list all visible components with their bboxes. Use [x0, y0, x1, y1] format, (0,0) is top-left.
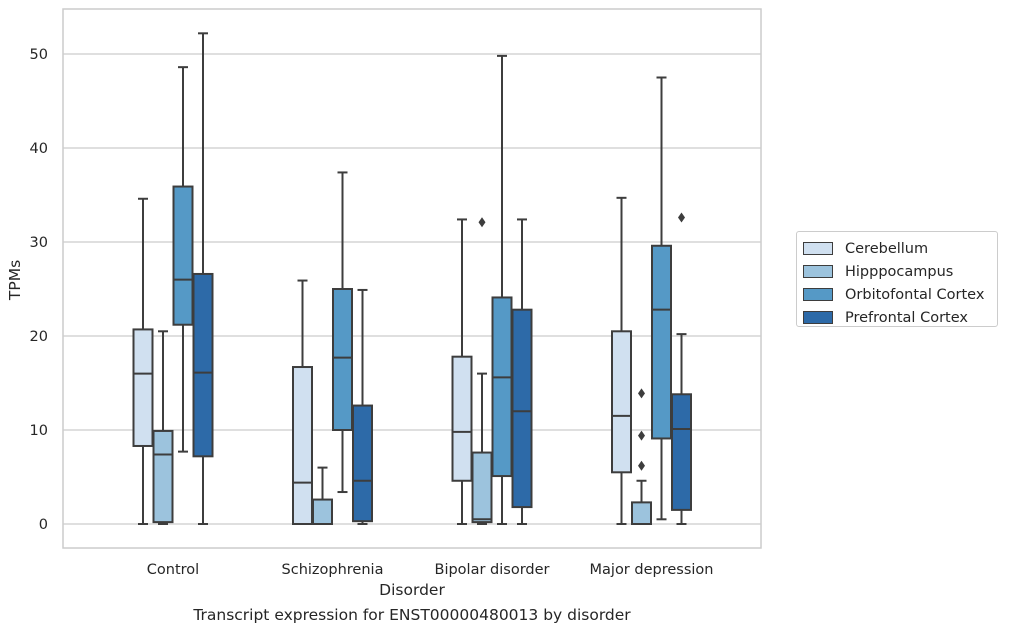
box-iqr: [312, 498, 333, 525]
box-iqr: [651, 244, 672, 440]
y-axis-label: TPMs: [6, 260, 24, 301]
box-control-hipppocampus: [152, 330, 174, 525]
box-iqr: [471, 451, 493, 524]
box-schizophrenia-prefrontal-cortex: [352, 288, 373, 525]
legend-swatch: [803, 311, 833, 324]
outlier-point: [478, 217, 486, 228]
box-major-depression-hipppocampus: [631, 388, 652, 526]
legend-swatch: [803, 288, 833, 301]
box-control-cerebellum: [132, 197, 154, 525]
legend-item: Cerebellum: [803, 237, 997, 260]
legend-label: Cerebellum: [845, 240, 929, 257]
x-axis-label: Disorder: [379, 581, 445, 599]
box-major-depression-prefrontal-cortex: [671, 212, 692, 525]
x-axis-ticks: Control Schizophrenia Bipolar disorder Majo…: [147, 562, 714, 578]
box-schizophrenia-hipppocampus: [312, 466, 333, 525]
y-axis-ticks: 0 10 20 30 40 50: [30, 47, 48, 533]
box-iqr: [611, 330, 632, 474]
box-major-depression-cerebellum: [611, 196, 632, 525]
legend: Cerebellum Hipppocampus Orbitofontal Corte…: [796, 231, 998, 327]
box-iqr: [152, 429, 174, 524]
box-major-depression-orbitofontal-cortex: [651, 76, 672, 521]
legend-item: Prefrontal Cortex: [803, 306, 997, 329]
box-control-orbitofontal-cortex: [172, 66, 194, 453]
box-iqr: [671, 393, 692, 511]
box-schizophrenia-orbitofontal-cortex: [332, 171, 353, 494]
outlier-point: [638, 430, 645, 441]
chart-caption: Transcript expression for ENST0000048001…: [193, 606, 631, 624]
box-iqr: [292, 366, 313, 525]
legend-swatch: [803, 242, 833, 255]
y-tick-label: 40: [30, 141, 48, 157]
outlier-point: [638, 388, 645, 399]
y-tick-label: 0: [39, 517, 48, 533]
legend-label: Prefrontal Cortex: [845, 309, 968, 326]
y-tick-label: 50: [30, 47, 48, 63]
legend-label: Hipppocampus: [845, 263, 954, 280]
y-tick-label: 10: [30, 423, 48, 439]
box-bipolar-disorder-orbitofontal-cortex: [491, 54, 513, 525]
box-iqr: [352, 404, 373, 523]
outlier-point: [678, 212, 685, 223]
box-iqr: [172, 185, 194, 326]
box-iqr: [631, 501, 652, 526]
x-tick-label: Bipolar disorder: [435, 562, 550, 578]
outlier-point: [638, 460, 645, 471]
y-tick-label: 20: [30, 329, 48, 345]
box-iqr: [451, 355, 473, 482]
box-bipolar-disorder-cerebellum: [451, 218, 473, 525]
box-schizophrenia-cerebellum: [292, 279, 313, 525]
box-iqr: [332, 288, 353, 431]
legend-item: Hipppocampus: [803, 260, 997, 283]
x-tick-label: Major depression: [590, 562, 714, 578]
box-bipolar-disorder-prefrontal-cortex: [511, 218, 533, 525]
plot-frame: [62, 8, 762, 549]
box-iqr: [491, 296, 513, 478]
box-bipolar-disorder-hipppocampus: [471, 217, 493, 525]
x-tick-label: Schizophrenia: [282, 562, 384, 578]
legend-item: Orbitofontal Cortex: [803, 283, 997, 306]
box-iqr: [192, 272, 214, 458]
y-tick-label: 30: [30, 235, 48, 251]
plot-boxes: [132, 32, 692, 526]
box-control-prefrontal-cortex: [192, 32, 214, 525]
x-tick-label: Control: [147, 562, 199, 578]
legend-label: Orbitofontal Cortex: [845, 286, 985, 303]
box-iqr: [511, 308, 533, 509]
box-iqr: [132, 328, 154, 447]
legend-swatch: [803, 265, 833, 278]
